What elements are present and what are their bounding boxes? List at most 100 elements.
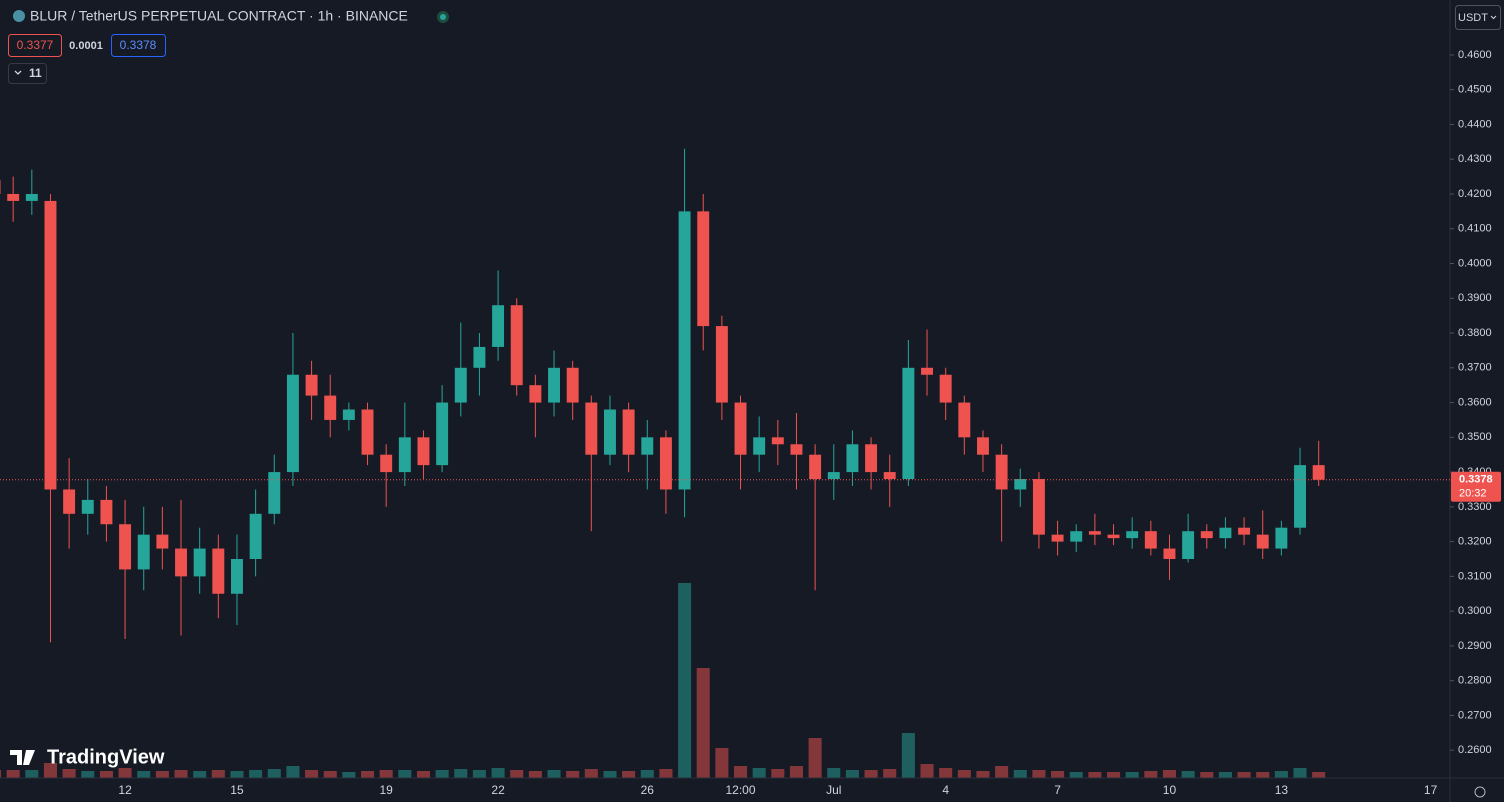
candle-body	[398, 437, 411, 473]
volume-bar	[1032, 770, 1046, 778]
ask-box[interactable]	[111, 34, 166, 57]
volume-bar	[1181, 771, 1195, 778]
candle-body	[175, 548, 187, 577]
volume-bar	[789, 766, 804, 778]
candle-body	[249, 513, 262, 559]
candle-body	[753, 437, 766, 455]
spread: 0.0001	[69, 40, 103, 52]
indicator-toggle[interactable]	[8, 63, 47, 84]
y-tick-label: 0.4200	[1458, 188, 1492, 200]
chevron	[14, 70, 22, 75]
volume-bar	[1274, 771, 1288, 778]
volume-bar	[883, 769, 897, 778]
volume-bar	[901, 733, 915, 778]
volume-bar	[398, 770, 412, 778]
candle-body	[1051, 534, 1064, 542]
volume-bar	[118, 768, 132, 778]
volume-bar	[99, 771, 113, 778]
volume-bar	[566, 771, 580, 778]
candle-body	[827, 472, 840, 480]
volume-bar	[174, 770, 188, 778]
volume-bar	[472, 770, 486, 778]
volume-bar	[864, 770, 878, 778]
candle-body	[921, 367, 933, 375]
y-tick-label: 0.3300	[1458, 501, 1492, 513]
x-tick-label: 19	[379, 783, 393, 797]
volume-bar	[752, 768, 766, 778]
settings-icon[interactable]	[1474, 786, 1486, 798]
candle-body	[100, 499, 113, 525]
y-tick-label: 0.3700	[1458, 362, 1492, 374]
volume-bar	[995, 766, 1009, 778]
volume-bar	[137, 771, 151, 778]
candle-body	[63, 489, 76, 514]
volume-bar	[771, 769, 785, 778]
y-tick-label: 0.3200	[1458, 536, 1492, 548]
volume-bar	[1088, 772, 1102, 778]
bid-box[interactable]	[8, 34, 62, 57]
candle-body	[1256, 534, 1269, 549]
volume-bar	[1237, 772, 1251, 778]
candle-body	[790, 444, 803, 455]
candle-body	[1126, 531, 1139, 539]
volume-bar	[342, 772, 356, 778]
candle-body	[995, 454, 1008, 490]
x-tick-label: 4	[942, 783, 949, 797]
candle-body	[641, 437, 654, 455]
candle-body	[286, 374, 299, 473]
volume-bar	[81, 771, 95, 778]
volume-bar	[957, 770, 971, 778]
y-tick-label: 0.4000	[1458, 257, 1492, 269]
y-tick-label: 0.4100	[1458, 223, 1492, 235]
volume-bar	[715, 748, 729, 778]
volume-bar	[305, 770, 319, 778]
candle-body	[846, 444, 859, 473]
candle-body	[1275, 527, 1288, 549]
symbol-icon	[13, 10, 25, 22]
candle-body	[1294, 465, 1306, 528]
candle-body	[529, 385, 542, 403]
x-tick-label: 12:00	[726, 783, 756, 797]
candle-body	[809, 454, 822, 480]
candle-body	[1070, 531, 1083, 542]
candle-body	[678, 211, 691, 490]
y-tick-label: 0.3500	[1458, 431, 1492, 443]
candle-body	[977, 437, 989, 455]
candle-body	[473, 346, 486, 368]
candle-body	[697, 211, 710, 327]
volume-bar	[1312, 772, 1326, 778]
candle-body	[231, 558, 243, 594]
candle-body	[268, 472, 281, 514]
x-tick-label: 7	[1054, 783, 1061, 797]
volume-bar	[323, 771, 337, 778]
status-dot	[440, 14, 446, 20]
volume-bar	[1144, 771, 1158, 778]
volume-bar	[1013, 770, 1027, 778]
last-price-label: 0.3378	[1459, 474, 1493, 486]
volume-bar	[1069, 772, 1083, 778]
volume-bar	[622, 771, 636, 778]
brand-logo	[10, 750, 35, 765]
plot-area	[0, 148, 1326, 778]
candle-body	[7, 193, 20, 201]
x-tick-label: 22	[491, 783, 505, 797]
candle-body	[1014, 479, 1027, 490]
candle-body	[622, 409, 635, 455]
volume-bar	[1218, 772, 1232, 778]
candle-body	[715, 326, 728, 403]
indicator-count: 11	[29, 66, 42, 80]
chart-title: BLUR / TetherUS PERPETUAL CONTRACT · 1h …	[30, 8, 408, 24]
candle-body	[324, 395, 337, 420]
candle-body	[939, 374, 952, 403]
candle-body	[380, 454, 393, 473]
candle-body	[137, 534, 150, 570]
volume-bar	[0, 770, 2, 778]
y-tick-label: 0.3600	[1458, 396, 1492, 408]
candle-body	[604, 409, 616, 455]
candle-body	[1144, 531, 1157, 549]
candle-body	[454, 367, 467, 403]
currency-button[interactable]	[1455, 5, 1501, 30]
volume-bar	[62, 769, 76, 778]
candle-body	[771, 437, 784, 445]
